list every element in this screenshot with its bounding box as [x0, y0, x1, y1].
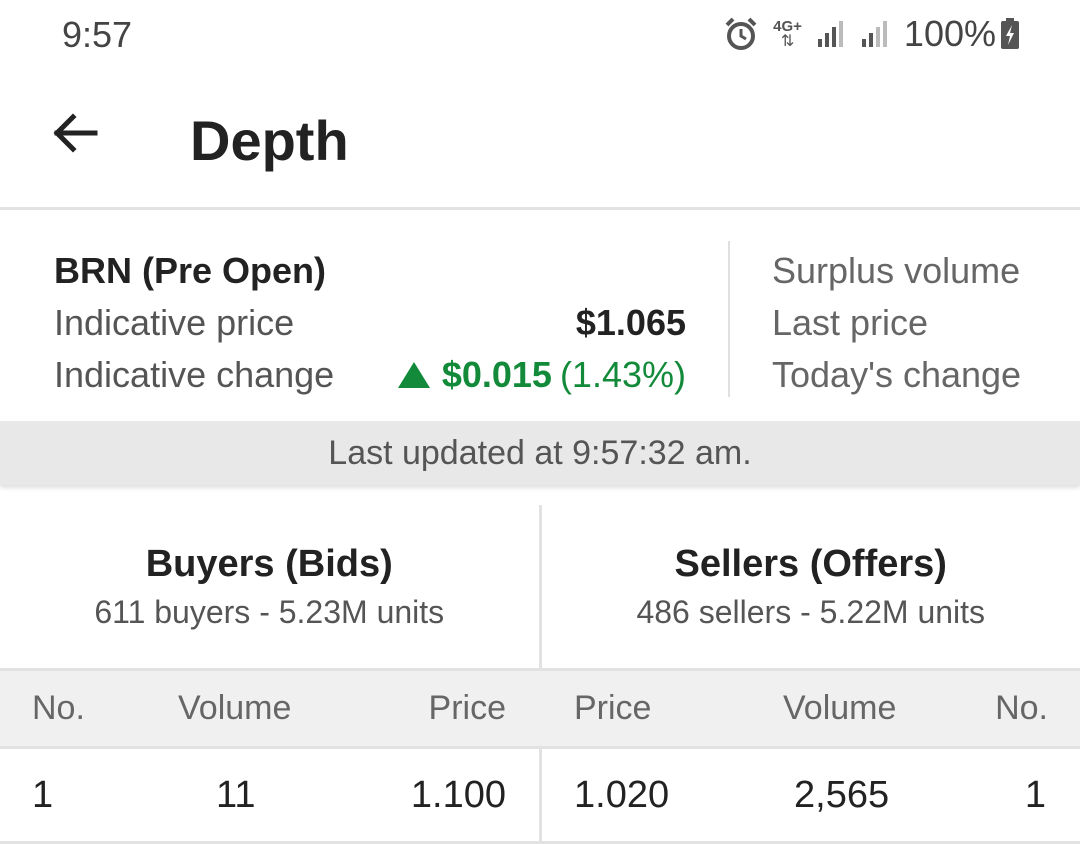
arrow-left-icon — [51, 109, 99, 162]
buy-price-cell: 1.100 — [410, 773, 506, 816]
battery-charging-icon — [1000, 18, 1020, 50]
col-sell-no: No. — [995, 689, 1048, 727]
sellers-title: Sellers (Offers) — [674, 542, 947, 585]
stock-title: BRN (Pre Open) — [54, 250, 327, 291]
sell-volume-cell: 2,565 — [794, 773, 890, 816]
last-updated-text: Last updated at 9:57:32 am. — [328, 433, 752, 472]
col-sell-volume: Volume — [783, 689, 897, 727]
signal-icon-2 — [860, 19, 890, 49]
status-icons: 4G+ ⇅ 100% — [723, 13, 1020, 54]
todays-change-label: Today's change — [772, 354, 1022, 395]
sellers-subtitle: 486 sellers - 5.22M units — [636, 593, 986, 630]
triangle-up-icon — [397, 362, 430, 388]
indicative-change-value: $0.015 (1.43%) — [397, 354, 686, 396]
sell-price-cell: 1.020 — [574, 773, 670, 816]
col-buy-price: Price — [428, 689, 506, 727]
last-price-label: Last price — [772, 302, 929, 343]
buy-no-cell: 1 — [32, 773, 54, 816]
last-updated-bar: Last updated at 9:57:32 am. — [0, 421, 1080, 485]
depth-table-header: No. Volume Price Price Volume No. — [0, 671, 1080, 749]
indicative-summary: BRN (Pre Open) Indicative price $1.065 I… — [54, 245, 686, 401]
status-time: 9:57 — [62, 14, 133, 55]
table-center-divider — [539, 749, 542, 844]
quote-summary: BRN (Pre Open) Indicative price $1.065 I… — [0, 213, 1080, 421]
col-sell-price: Price — [574, 689, 652, 727]
sellers-summary: Sellers (Offers) 486 sellers - 5.22M uni… — [538, 505, 1080, 668]
buyers-summary: Buyers (Bids) 611 buyers - 5.23M units — [0, 505, 539, 668]
app-bar: Depth — [0, 70, 1080, 210]
col-buy-volume: Volume — [178, 689, 292, 727]
depth-sides: Buyers (Bids) 611 buyers - 5.23M units S… — [0, 505, 1080, 671]
indicative-price-label: Indicative price — [54, 302, 295, 343]
indicative-change-amount: $0.015 — [441, 354, 552, 395]
indicative-change-percent: (1.43%) — [559, 354, 686, 395]
buyers-subtitle: 611 buyers - 5.23M units — [94, 593, 445, 630]
surplus-volume-label: Surplus volume — [772, 250, 1021, 291]
sell-no-cell: 1 — [1024, 773, 1046, 816]
back-button[interactable] — [40, 100, 110, 170]
network-type-icon: 4G+ ⇅ — [773, 17, 802, 50]
signal-icon-1 — [816, 19, 846, 49]
indicative-price-value: $1.065 — [575, 302, 686, 343]
data-arrows-icon: ⇅ — [780, 32, 795, 50]
col-buy-no: No. — [32, 689, 85, 727]
buyers-title: Buyers (Bids) — [145, 542, 393, 585]
market-summary: Surplus volume Last price Today's change — [772, 245, 1080, 401]
indicative-change-label: Indicative change — [54, 354, 335, 395]
summary-divider — [728, 241, 730, 397]
alarm-icon — [723, 16, 759, 52]
buy-volume-cell: 11 — [216, 773, 256, 816]
battery-percent: 100% — [903, 13, 996, 54]
status-bar: 9:57 4G+ ⇅ — [0, 0, 1080, 70]
page-title: Depth — [190, 109, 349, 172]
